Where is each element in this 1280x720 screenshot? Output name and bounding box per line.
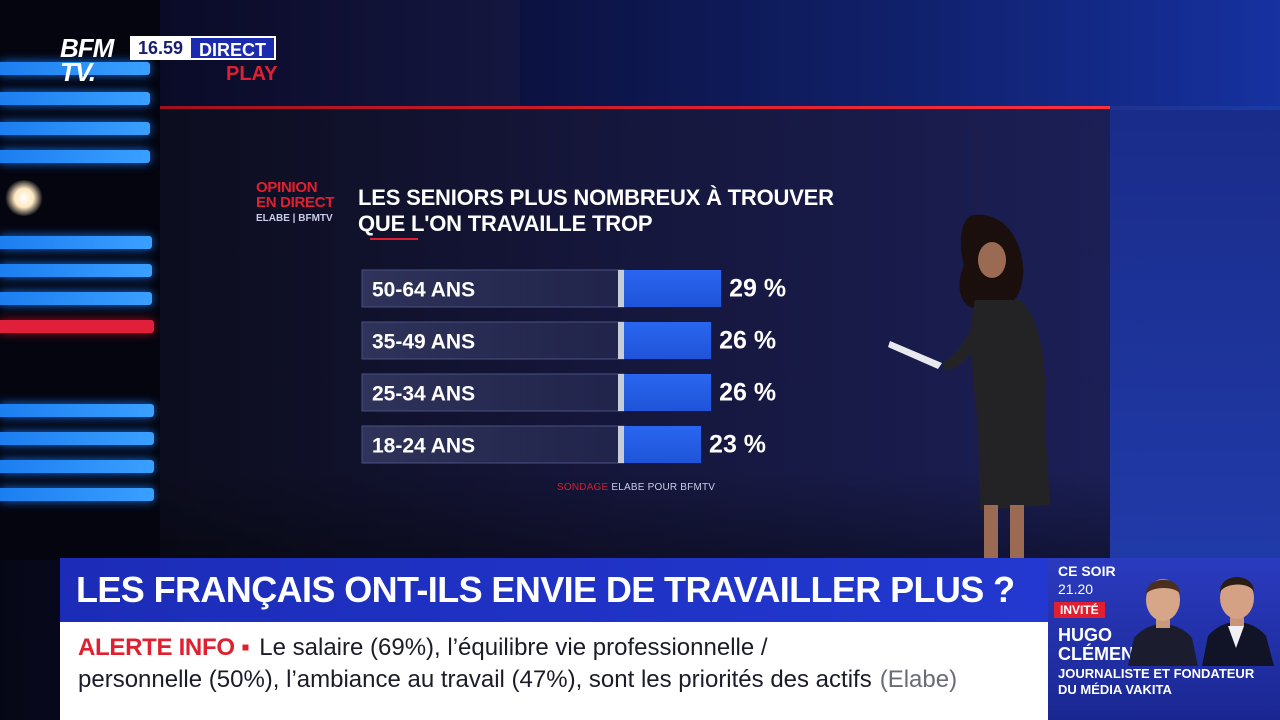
studio-left-wall	[0, 0, 160, 560]
category-label: 25-34 ANS	[372, 383, 475, 406]
ticker-text-1: Le salaire (69%), l’équilibre vie profes…	[259, 634, 768, 661]
guest-portraits	[1128, 577, 1274, 666]
source-text: ELABE POUR BFMTV	[611, 482, 716, 493]
bar-value-label: 23 %	[709, 431, 766, 459]
light-stripe	[0, 122, 150, 135]
bar-value-label: 26 %	[719, 327, 776, 355]
light-stripe-red	[0, 320, 154, 333]
category-label: 18-24 ANS	[372, 435, 475, 458]
opinion-logo-line-3: ELABE | BFMTV	[256, 213, 333, 224]
alert-label: ALERTE INFO ▪	[78, 634, 250, 661]
ticker-source: (Elabe)	[879, 666, 958, 693]
source-prefix: SONDAGE	[557, 482, 609, 493]
light-stripe	[0, 150, 150, 163]
chart-source: SONDAGE ELABE POUR BFMTV	[557, 482, 715, 493]
category-row-bg	[361, 321, 625, 360]
ticker-line-2: personnelle (50%), l’ambiance au travail…	[78, 666, 957, 694]
guest-role-line-2: DU MÉDIA VAKITA	[1058, 682, 1172, 697]
promo-guest-role: JOURNALISTE ET FONDATEUR DU MÉDIA VAKITA	[1058, 666, 1254, 698]
play-tag: PLAY	[226, 63, 278, 85]
bar	[624, 270, 722, 307]
bar	[624, 322, 712, 359]
chart-title-line-2: QUE L'ON TRAVAILLE TROP	[358, 211, 653, 236]
promo-invite-badge: INVITÉ	[1054, 602, 1105, 618]
bar-start-marker	[618, 270, 624, 307]
category-row-bg	[361, 373, 625, 412]
news-ticker: ALERTE INFO ▪ Le salaire (69%), l’équilib…	[60, 622, 1048, 720]
studio-right-panel	[1110, 110, 1280, 560]
bfmtv-logo: BFM TV.	[60, 33, 130, 87]
bar-start-marker	[618, 374, 624, 411]
bar	[624, 426, 702, 463]
bar-chart: 50-64 ANS 29 % 35-49 ANS 26 % 25-34 ANS 26 % 1…	[361, 269, 786, 464]
chart-title-line-1: LES SENIORS PLUS NOMBREUX À TROUVER	[358, 185, 834, 210]
guest-role-line-1: JOURNALISTE ET FONDATEUR	[1058, 666, 1255, 681]
category-label: 50-64 ANS	[372, 279, 475, 302]
studio-floor-shade	[160, 470, 1110, 560]
opinion-en-direct-logo: OPINION EN DIRECT ELABE | BFMTV	[256, 180, 352, 226]
portrait-host	[1202, 577, 1274, 666]
promo-when-line-2: 21.20	[1058, 581, 1094, 597]
category-row-bg	[361, 425, 625, 464]
opinion-logo-line-1: OPINION	[256, 179, 318, 196]
logo-line-2: TV.	[60, 57, 96, 87]
category-label: 35-49 ANS	[372, 331, 475, 354]
live-clock: 16.59	[130, 36, 192, 60]
chart-title: LES SENIORS PLUS NOMBREUX À TROUVER QUE …	[358, 185, 898, 237]
studio-top-band	[520, 0, 1280, 106]
light-stripe	[0, 404, 154, 417]
portrait-guest	[1128, 579, 1198, 666]
bar	[624, 374, 712, 411]
title-underline	[370, 238, 418, 240]
bar-start-marker	[618, 426, 624, 463]
ticker-text-2: personnelle (50%), l’ambiance au travail…	[78, 666, 872, 693]
studio-spotlight	[4, 180, 44, 216]
guest-name-line-1: HUGO	[1058, 625, 1112, 645]
light-stripe	[0, 432, 154, 445]
ticker-line-1: ALERTE INFO ▪ Le salaire (69%), l’équilib…	[78, 634, 768, 662]
light-stripe	[0, 62, 150, 75]
light-stripe	[0, 92, 150, 105]
bar-value-label: 26 %	[719, 379, 776, 407]
live-label: DIRECT	[191, 36, 277, 60]
category-row-bg	[361, 269, 625, 308]
light-stripe	[0, 292, 152, 305]
light-stripe	[0, 236, 152, 249]
light-stripe	[0, 460, 154, 473]
promo-when-line-1: CE SOIR	[1058, 563, 1116, 579]
promo-guest-name: HUGO CLÉMENT	[1058, 626, 1145, 664]
guest-name-line-2: CLÉMENT	[1058, 644, 1145, 664]
live-indicator: 16.59 DIRECT	[130, 36, 277, 60]
headline-text: LES FRANÇAIS ONT-ILS ENVIE DE TRAVAILLER…	[76, 569, 1015, 610]
logo-line-1: BFM	[60, 33, 114, 63]
opinion-logo-line-2: EN DIRECT	[256, 194, 335, 211]
video-wall-top-line	[160, 106, 1110, 109]
light-stripe	[0, 488, 154, 501]
light-stripe	[0, 264, 152, 277]
bar-start-marker	[618, 322, 624, 359]
presenter-figure	[888, 214, 1050, 560]
headline-bar: LES FRANÇAIS ONT-ILS ENVIE DE TRAVAILLER…	[60, 558, 1048, 622]
bar-value-label: 29 %	[729, 275, 786, 303]
promo-schedule: CE SOIR 21.20	[1058, 562, 1116, 598]
